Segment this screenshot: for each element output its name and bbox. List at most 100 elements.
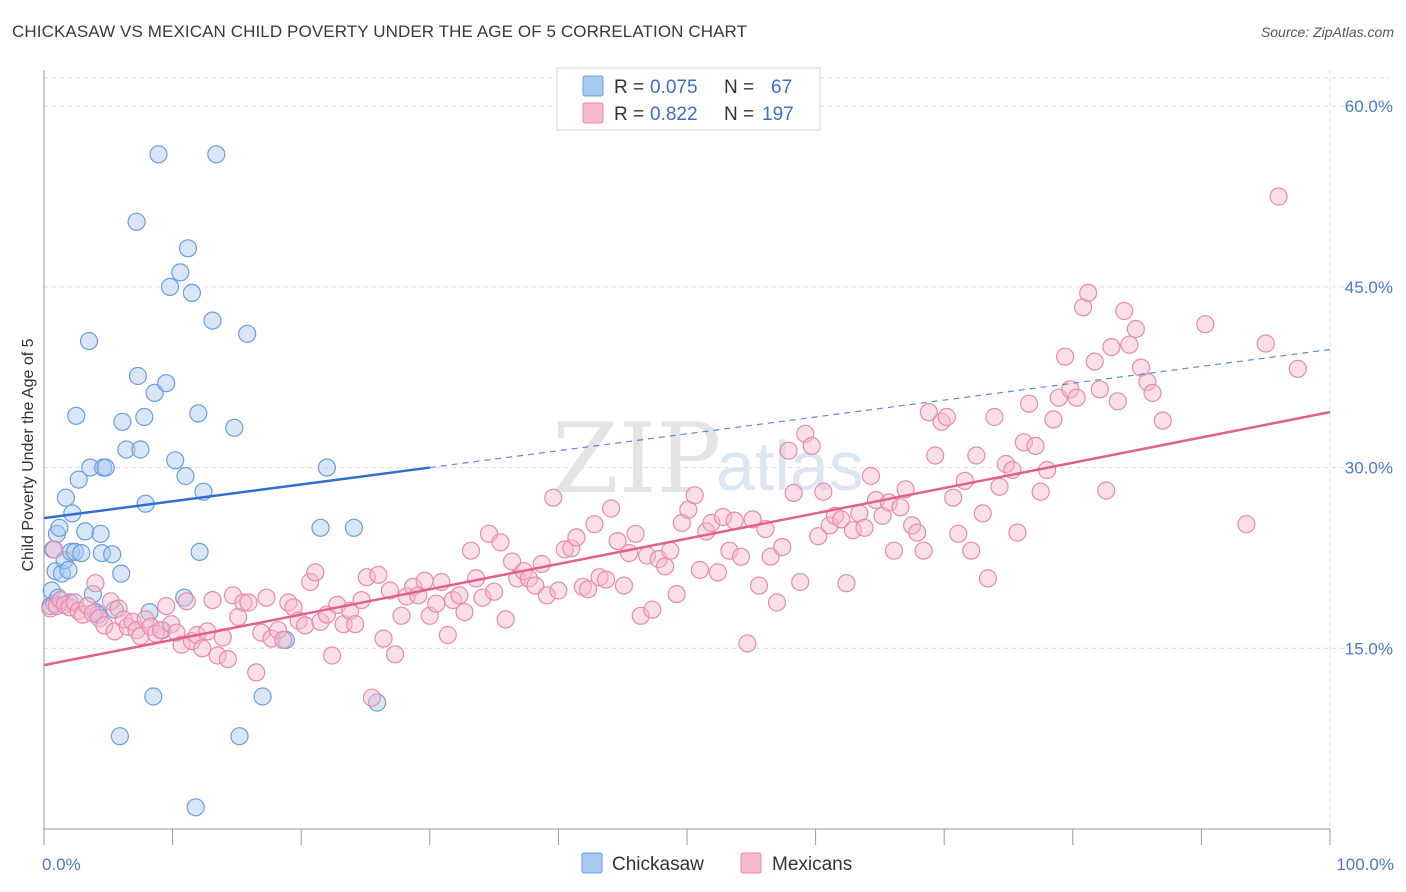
mexicans-point-13	[95, 616, 114, 635]
mexicans-point-119	[685, 486, 704, 505]
mexicans-point-122	[702, 513, 721, 533]
mexicans-point-126	[725, 511, 744, 530]
chickasaw-point-51	[178, 239, 198, 258]
mexicans-point-198	[1269, 187, 1288, 206]
legend-r-label-2: R =	[614, 104, 644, 125]
trend-lines	[43, 348, 1331, 667]
y-axis-label: Child Poverty Under the Age of 5	[20, 338, 37, 571]
chickasaw-point-16	[67, 406, 86, 425]
mexicans-point-136	[784, 483, 803, 502]
mexicans-point-39	[223, 586, 243, 605]
chickasaw-point-52	[182, 283, 201, 302]
x-tick-labels: 0.0% 100.0%	[42, 855, 1394, 874]
trend-line-mexicans	[43, 410, 1331, 667]
mexicans-point-68	[386, 645, 405, 664]
mexicans-point-53	[301, 572, 320, 592]
chickasaw-point-47	[166, 451, 185, 470]
mexicans-point-188	[1090, 380, 1109, 399]
mexicans-point-130	[749, 576, 769, 595]
mexicans-point-160	[926, 446, 945, 465]
mexicans-point-105	[601, 499, 621, 518]
mexicans-point-123	[708, 563, 728, 582]
mexicans-point-69	[392, 606, 411, 625]
chart-title: CHICKASAW VS MEXICAN CHILD POVERTY UNDER…	[12, 22, 748, 41]
chickasaw-point-58	[207, 145, 226, 164]
y-tick-label-3: 60.0%	[1345, 97, 1393, 116]
mexicans-point-171	[990, 477, 1009, 496]
chickasaw-point-11	[59, 560, 78, 580]
mexicans-point-176	[1019, 394, 1039, 413]
mexicans-point-197	[1143, 383, 1162, 402]
mexicans-point-85	[485, 582, 504, 601]
mexicans-point-80	[455, 602, 474, 622]
mexicans-point-186	[1079, 283, 1098, 302]
mexicans-point-162	[937, 407, 956, 427]
chickasaw-point-66	[344, 518, 363, 537]
mexicans-point-115	[661, 541, 680, 560]
mexicans-point-93	[532, 554, 551, 574]
mexicans-point-177	[1026, 436, 1045, 455]
legend-n-value-2: 197	[762, 104, 794, 125]
mexicans-point-167	[967, 446, 986, 465]
mexicans-point-25	[151, 621, 171, 640]
mexicans-point-83	[473, 588, 492, 607]
mexicans-point-185	[1073, 298, 1093, 317]
mexicans-point-201	[1196, 315, 1215, 334]
mexicans-point-202	[1256, 334, 1275, 353]
mexicans-point-141	[814, 482, 833, 501]
mexicans-point-28	[167, 623, 186, 642]
mexicans-point-158	[914, 541, 933, 560]
chickasaw-point-22	[83, 584, 103, 604]
mexicans-point-35	[203, 590, 222, 610]
chickasaw-point-31	[110, 727, 130, 746]
mexicans-point-169	[978, 569, 998, 588]
mexicans-point-140	[809, 527, 828, 546]
mexicans-point-124	[713, 507, 733, 527]
mexicans-point-77	[438, 625, 457, 645]
mexicans-point-127	[731, 547, 751, 566]
x-tick-label-0: 0.0%	[42, 855, 81, 874]
chickasaw-point-38	[135, 407, 154, 427]
mexicans-point-107	[614, 576, 634, 595]
watermark-zip: ZIP	[552, 403, 721, 515]
grid-lines	[44, 70, 1390, 829]
chickasaw-point-60	[230, 727, 249, 746]
mexicans-point-106	[608, 531, 627, 551]
mexicans-point-79	[450, 586, 469, 605]
trend-line-chickasaw	[43, 466, 430, 520]
mexicans-point-159	[919, 403, 938, 422]
mexicans-point-11	[86, 574, 105, 593]
mexicans-point-33	[193, 639, 212, 658]
mexicans-point-112	[643, 600, 662, 619]
chickasaw-point-10	[56, 488, 76, 507]
mexicans-point-170	[985, 407, 1004, 427]
mexicans-point-194	[1126, 319, 1145, 339]
mexicans-point-203	[1288, 359, 1307, 378]
series-legend-swatch-chickasaw	[581, 852, 603, 874]
chickasaw-point-62	[253, 687, 272, 706]
chickasaw-point-17	[69, 470, 88, 489]
y-tick-label-0: 15.0%	[1345, 639, 1393, 658]
mexicans-point-1	[45, 540, 64, 559]
mexicans-point-29	[172, 635, 191, 654]
mexicans-point-200	[1153, 411, 1172, 430]
mexicans-point-40	[229, 607, 248, 627]
mexicans-point-36	[208, 646, 227, 665]
y-tick-label-2: 45.0%	[1345, 278, 1393, 297]
chickasaw-point-43	[149, 145, 168, 164]
mexicans-point-87	[496, 610, 515, 629]
mexicans-point-165	[955, 471, 974, 490]
mexicans-point-41	[234, 593, 253, 612]
series-legend: Chickasaw Mexicans	[581, 852, 852, 875]
mexicans-point-102	[585, 515, 604, 534]
mexicans-point-189	[1097, 481, 1116, 500]
mexicans-point-125	[720, 541, 739, 560]
mexicans-point-52	[296, 616, 315, 635]
mexicans-point-62	[352, 590, 371, 610]
mexicans-point-178	[1031, 482, 1050, 501]
chickasaw-point-59	[225, 418, 244, 437]
mexicans-point-110	[631, 606, 650, 625]
mexicans-point-61	[346, 615, 365, 634]
stats-legend: R = 0.075 N = 67 R = 0.822 N = 197	[556, 67, 821, 131]
